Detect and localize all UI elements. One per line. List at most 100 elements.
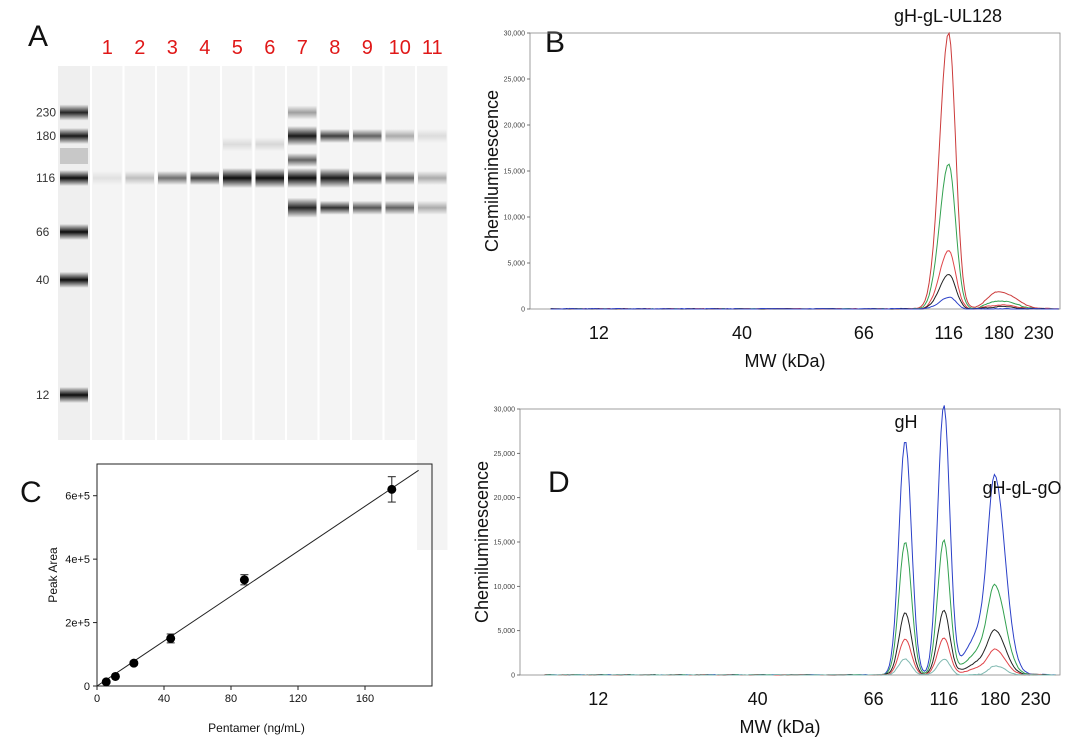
x-tick-label: 12 <box>589 323 609 343</box>
lane-number: 4 <box>199 37 210 59</box>
y-tick-label: 10,000 <box>494 584 516 591</box>
panel-label-d: D <box>548 466 570 499</box>
y-tick-label: 5,000 <box>507 261 525 268</box>
gel-lane-bg <box>254 66 285 440</box>
fit-line <box>96 469 419 687</box>
ladder-band <box>60 127 88 144</box>
peak-annotation-ghglgo: gH-gL-gO <box>982 478 1061 498</box>
y-tick-label: 4e+5 <box>65 554 90 566</box>
mw-tick-label: 40 <box>36 273 50 287</box>
trace-series-1 <box>544 405 1057 676</box>
x-tick-label: 230 <box>1021 689 1051 709</box>
gel-band <box>353 171 382 185</box>
panel-label-c: C <box>20 476 42 509</box>
gel-lane-bg <box>157 66 188 440</box>
y-tick-label: 15,000 <box>494 540 516 547</box>
x-axis-label: Pentamer (ng/mL) <box>208 721 305 735</box>
gel-band <box>288 168 317 188</box>
trace-series-3 <box>550 250 1059 310</box>
y-tick-label: 30,000 <box>494 407 516 414</box>
gel-lanes <box>92 66 448 550</box>
y-tick-label: 5,000 <box>497 628 515 635</box>
y-tick-label: 10,000 <box>504 215 526 222</box>
gel-band <box>255 168 284 188</box>
gel-band <box>353 128 382 143</box>
y-tick-label: 0 <box>511 673 515 680</box>
x-axis-label: MW (kDa) <box>745 351 826 371</box>
y-tick-label: 25,000 <box>494 451 516 458</box>
gel-lane-bg <box>384 66 415 440</box>
lane-number: 9 <box>362 37 373 59</box>
y-tick-label: 20,000 <box>504 123 526 130</box>
x-tick-label: 0 <box>94 693 100 705</box>
x-axis-label: MW (kDa) <box>740 717 821 737</box>
gel-band <box>223 168 252 188</box>
lane-number: 5 <box>232 37 243 59</box>
y-tick-label: 30,000 <box>504 31 526 38</box>
mw-tick-label: 180 <box>36 129 56 143</box>
gel-band <box>255 137 284 152</box>
x-tick-label: 66 <box>854 323 874 343</box>
lane-number: 2 <box>134 37 145 59</box>
y-axis-label: Chemiluminescence <box>472 461 492 623</box>
lane-number: 8 <box>329 37 340 59</box>
gel-band <box>418 200 447 215</box>
gel-band <box>125 171 154 185</box>
gel-band <box>320 168 349 188</box>
gel-band <box>223 137 252 152</box>
data-point <box>129 658 139 668</box>
y-axis-label: Chemiluminescence <box>482 90 502 252</box>
gel-band <box>158 171 187 185</box>
gel-band <box>385 171 414 185</box>
mw-tick-label: 12 <box>36 388 50 402</box>
ladder-band <box>60 271 88 288</box>
trace-series-4 <box>550 273 1059 310</box>
gel-mw-labels: 230 180 116 66 40 12 <box>36 106 56 402</box>
x-tick-label: 116 <box>934 323 963 343</box>
plot-frame <box>519 408 1061 676</box>
x-tick-label: 230 <box>1024 323 1054 343</box>
x-tick-label: 116 <box>930 689 959 709</box>
gel-band <box>288 105 317 120</box>
peak-annotation: gH-gL-UL128 <box>894 6 1002 26</box>
gel-band <box>418 128 447 143</box>
y-tick-label: 25,000 <box>504 77 526 84</box>
trace-series-1 <box>550 31 1059 310</box>
gel-band <box>353 200 382 215</box>
y-tick-label: 20,000 <box>494 495 516 502</box>
panel-label-a: A <box>28 20 48 53</box>
gel-lane-bg <box>92 66 123 440</box>
gel-lane-bg <box>124 66 155 440</box>
gel-bands <box>93 105 447 218</box>
gel-band <box>385 200 414 215</box>
peak-annotation-gh: gH <box>894 412 917 432</box>
x-tick-label: 180 <box>984 323 1014 343</box>
lane-number: 3 <box>167 37 178 59</box>
x-tick-label: 40 <box>748 689 768 709</box>
gel-lane-bg <box>352 66 383 440</box>
panel-b-chart: 0 5,000 10,000 15,000 20,000 25,000 30,000 12 40… <box>482 6 1061 371</box>
lane-number: 11 <box>422 37 443 59</box>
x-tick-label: 40 <box>732 323 752 343</box>
gel-band <box>288 197 317 218</box>
x-tick-label: 160 <box>356 693 374 705</box>
panel-d-chart: 0 5,000 10,000 15,000 20,000 25,000 30,000 12 40… <box>472 405 1062 737</box>
data-point <box>166 633 176 643</box>
lane-number: 10 <box>389 37 411 59</box>
y-axis-label: Peak Area <box>46 547 60 603</box>
x-tick-label: 40 <box>158 693 170 705</box>
x-tick-label: 12 <box>588 689 608 709</box>
gel-band <box>93 171 122 185</box>
ladder-smear <box>60 148 88 164</box>
plot-frame <box>96 463 433 687</box>
gel-lane-numbers: 1 2 3 4 5 6 7 8 9 10 11 <box>102 37 443 59</box>
panel-c-chart: 0 40 80 120 160 0 2e+5 4e+5 6e+5 Pentamer (ng/mL)… <box>46 463 433 735</box>
y-tick-label: 0 <box>521 307 525 314</box>
gel-band <box>320 200 349 215</box>
ladder-band <box>60 170 88 186</box>
mw-tick-label: 116 <box>36 171 55 185</box>
gel-lane-bg <box>222 66 253 440</box>
gel-band <box>320 128 349 143</box>
data-point <box>239 575 249 585</box>
